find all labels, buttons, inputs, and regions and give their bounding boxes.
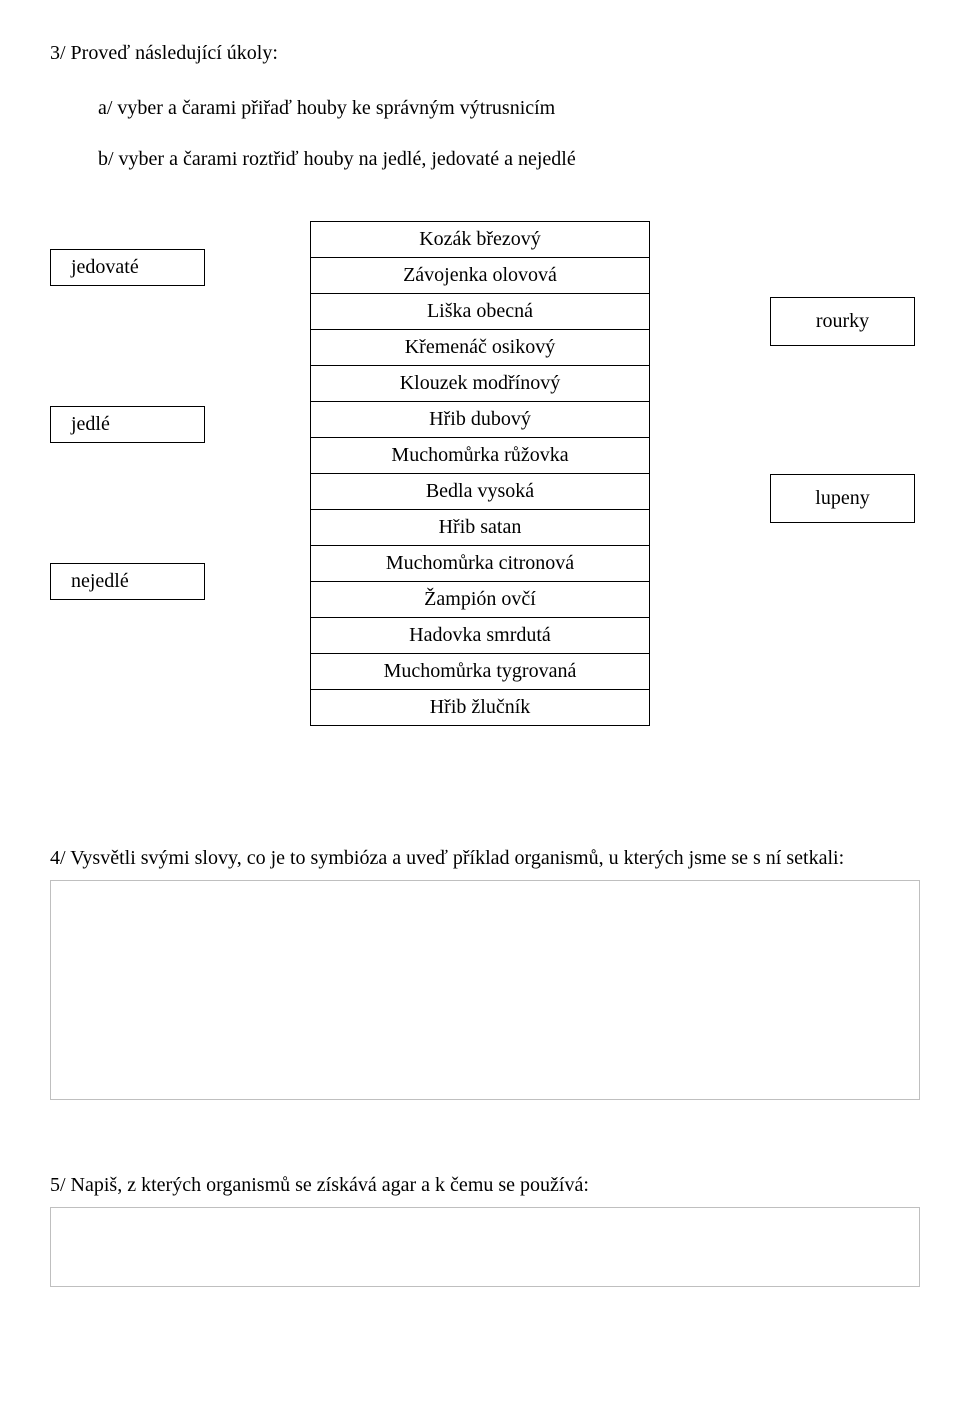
matching-exercise: jedovaté jedlé nejedlé Kozák březový Záv… [50, 221, 910, 781]
mushroom-cell[interactable]: Hřib žlučník [311, 690, 650, 726]
mushroom-cell[interactable]: Liška obecná [311, 294, 650, 330]
mushroom-cell[interactable]: Hřib dubový [311, 402, 650, 438]
task5-answer-box[interactable] [50, 1207, 920, 1287]
mushroom-cell[interactable]: Závojenka olovová [311, 258, 650, 294]
task5-text: 5/ Napiš, z kterých organismů se získává… [50, 1172, 910, 1199]
table-row: Bedla vysoká [311, 474, 650, 510]
table-row: Žampión ovčí [311, 582, 650, 618]
task3-title: 3/ Proveď následující úkoly: [50, 40, 910, 67]
table-row: Hřib dubový [311, 402, 650, 438]
mushroom-cell[interactable]: Bedla vysoká [311, 474, 650, 510]
table-row: Závojenka olovová [311, 258, 650, 294]
category-jedle[interactable]: jedlé [50, 406, 205, 443]
task4-block: 4/ Vysvětli svými slovy, co je to symbió… [50, 845, 910, 1100]
table-row: Liška obecná [311, 294, 650, 330]
task4-text: 4/ Vysvětli svými slovy, co je to symbió… [50, 845, 910, 872]
table-row: Hadovka smrdutá [311, 618, 650, 654]
category-jedovate[interactable]: jedovaté [50, 249, 205, 286]
mushroom-cell[interactable]: Křemenáč osikový [311, 330, 650, 366]
mushroom-cell[interactable]: Muchomůrka růžovka [311, 438, 650, 474]
mushroom-cell[interactable]: Muchomůrka citronová [311, 546, 650, 582]
category-rourky[interactable]: rourky [770, 297, 915, 346]
left-category-column: jedovaté jedlé nejedlé [50, 249, 205, 600]
table-row: Muchomůrka tygrovaná [311, 654, 650, 690]
task3-sub-a: a/ vyber a čarami přiřaď houby ke správn… [98, 95, 910, 122]
category-nejedle[interactable]: nejedlé [50, 563, 205, 600]
task3-sub-b: b/ vyber a čarami roztřiď houby na jedlé… [98, 146, 910, 173]
right-category-column: rourky lupeny [770, 297, 915, 523]
mushroom-cell[interactable]: Hřib satan [311, 510, 650, 546]
mushroom-cell[interactable]: Kozák březový [311, 222, 650, 258]
mushroom-table: Kozák březový Závojenka olovová Liška ob… [310, 221, 650, 726]
task4-answer-box[interactable] [50, 880, 920, 1100]
mushroom-cell[interactable]: Muchomůrka tygrovaná [311, 654, 650, 690]
mushroom-cell[interactable]: Žampión ovčí [311, 582, 650, 618]
table-row: Muchomůrka citronová [311, 546, 650, 582]
table-row: Kozák březový [311, 222, 650, 258]
task5-block: 5/ Napiš, z kterých organismů se získává… [50, 1172, 910, 1287]
mushroom-cell[interactable]: Hadovka smrdutá [311, 618, 650, 654]
table-row: Hřib satan [311, 510, 650, 546]
table-row: Muchomůrka růžovka [311, 438, 650, 474]
table-row: Klouzek modřínový [311, 366, 650, 402]
table-row: Křemenáč osikový [311, 330, 650, 366]
category-lupeny[interactable]: lupeny [770, 474, 915, 523]
mushroom-cell[interactable]: Klouzek modřínový [311, 366, 650, 402]
table-row: Hřib žlučník [311, 690, 650, 726]
